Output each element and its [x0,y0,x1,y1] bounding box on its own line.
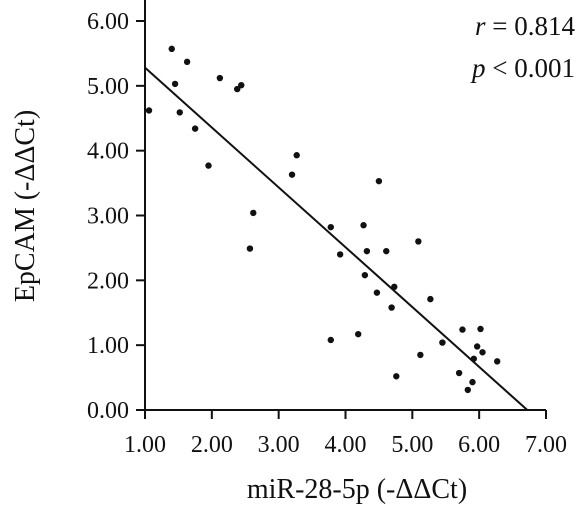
y-tick-label-0: 0.00 [87,398,129,424]
data-point-26 [393,373,400,380]
data-point-8 [234,85,241,93]
y-tick-label-6: 6.00 [87,9,129,35]
data-point-36 [473,343,481,350]
data-point-6 [205,162,212,169]
x-tick-label-3: 4.00 [325,432,367,458]
data-point-33 [464,386,472,394]
data-point-24 [388,304,395,311]
data-point-2 [171,80,179,88]
data-point-15 [327,336,334,344]
correlation-value: = 0.814 [486,11,576,41]
x-tick-label-5: 6.00 [458,432,500,458]
data-point-29 [427,295,434,303]
data-point-14 [327,223,334,231]
data-point-13 [293,152,300,159]
y-tick-label-1: 1.00 [87,333,129,359]
data-point-32 [459,326,466,333]
data-point-38 [479,349,486,356]
data-point-28 [417,351,424,359]
data-point-18 [360,222,367,229]
data-point-30 [439,339,446,346]
points-layer [145,45,501,394]
data-point-4 [183,58,191,66]
data-point-3 [176,109,183,116]
p-value-annotation: p < 0.001 [470,53,575,83]
data-point-23 [383,247,390,255]
p-value-text: < 0.001 [486,53,575,83]
labels-layer: 1.00 2.00 3.00 4.00 5.00 6.00 7.00 0.00 1.00 2.00… [87,9,567,458]
x-tick-label-6: 7.00 [525,432,567,458]
x-axis-title: miR-28-5p (-ΔΔCt) [247,474,467,505]
data-point-5 [191,125,199,132]
data-point-37 [477,325,484,333]
data-point-1 [168,45,175,53]
data-point-9 [238,81,245,89]
data-point-34 [469,378,476,386]
y-tick-label-2: 2.00 [87,268,129,294]
y-tick-label-4: 4.00 [87,139,129,165]
data-point-31 [455,369,463,377]
data-point-10 [246,245,254,252]
y-tick-label-5: 5.00 [87,74,129,100]
regression-line [144,66,528,411]
data-point-17 [354,330,362,338]
data-point-16 [336,251,344,258]
x-tick-label-4: 5.00 [391,432,433,458]
y-axis-title: EpCAM (-ΔΔCt) [10,110,41,302]
data-point-39 [494,358,501,365]
data-point-22 [375,177,383,185]
x-tick-label-0: 1.00 [124,432,166,458]
data-point-11 [250,209,257,217]
data-point-20 [363,247,371,255]
y-tick-label-3: 3.00 [87,204,129,230]
x-tick-label-1: 2.00 [191,432,233,458]
data-point-27 [415,238,422,245]
correlation-annotation: r = 0.814 [475,11,575,41]
correlation-symbol: r [475,11,486,41]
p-value-symbol: p [470,53,486,83]
data-point-7 [216,74,224,82]
data-point-19 [361,271,369,279]
data-point-0 [145,107,153,114]
data-point-12 [288,171,296,178]
ticks-layer [136,20,547,419]
data-point-21 [373,289,381,296]
x-tick-label-2: 3.00 [258,432,300,458]
